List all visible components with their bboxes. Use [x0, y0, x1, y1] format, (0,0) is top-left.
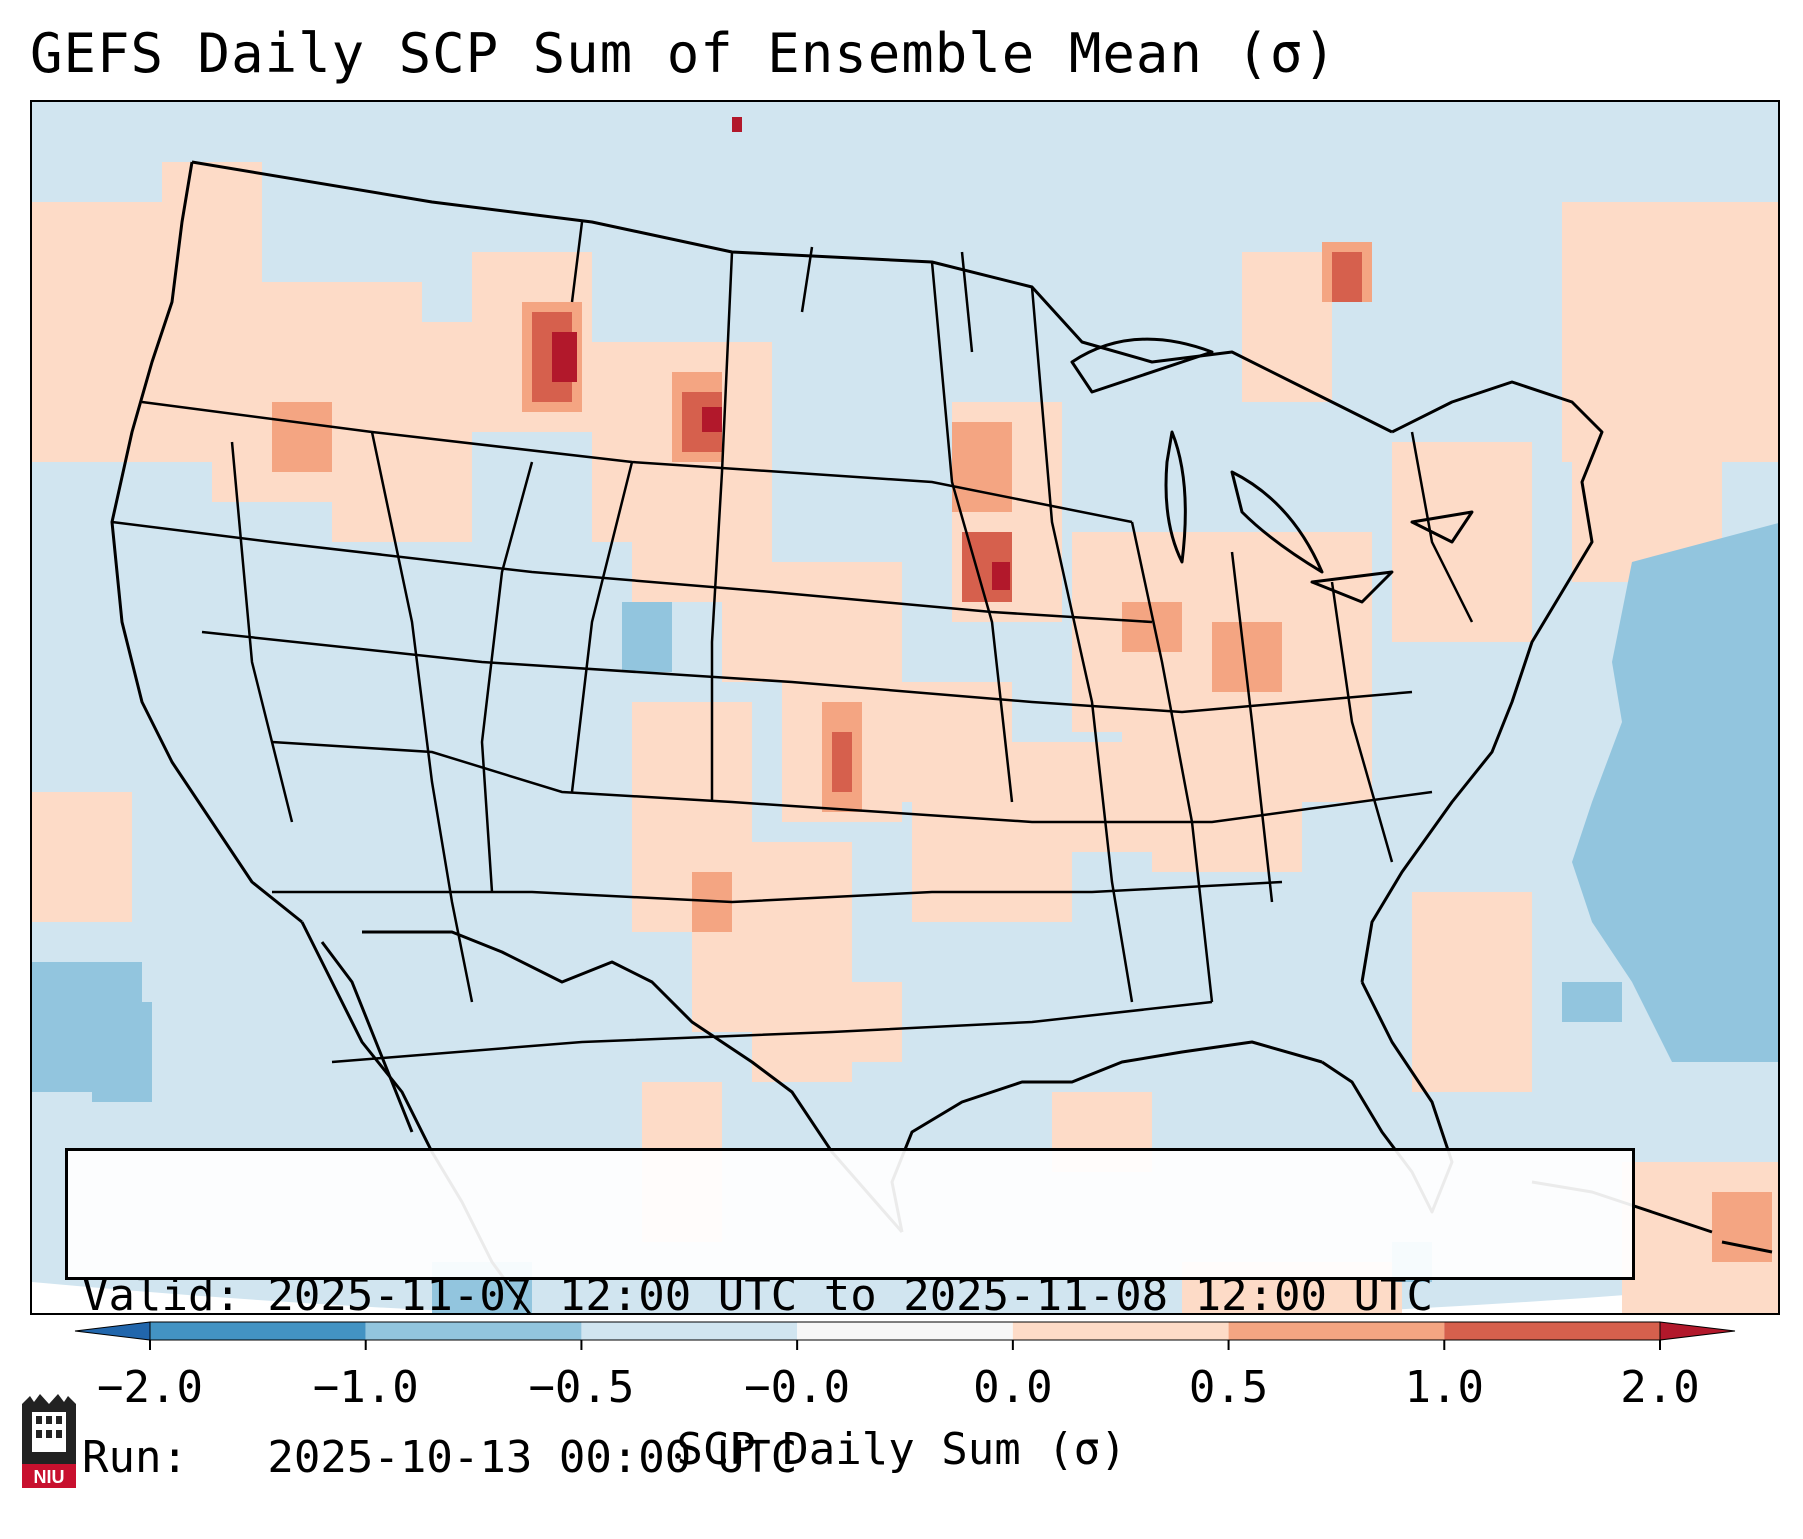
- lake-michigan: [1164, 430, 1187, 564]
- east-coast: [1360, 380, 1604, 983]
- page-title: GEFS Daily SCP Sum of Ensemble Mean (σ): [30, 22, 1337, 85]
- positive-extreme-patches: [552, 117, 1010, 590]
- map-panel: [30, 100, 1780, 1315]
- projection-edge: [32, 1282, 1778, 1313]
- lake-erie: [1310, 570, 1394, 604]
- west-coast: [110, 161, 303, 924]
- valid-time-line: Valid: 2025-11-07 12:00 UTC to 2025-11-0…: [82, 1270, 1434, 1321]
- colorbar-extend-high: [1659, 1321, 1736, 1341]
- lake-ontario: [1410, 510, 1474, 544]
- info-box: Valid: 2025-11-07 12:00 UTC to 2025-11-0…: [65, 1148, 1635, 1483]
- colorbar-tick-label: −2.0: [97, 1362, 203, 1413]
- colorbar-tick-label: 2.0: [1620, 1362, 1700, 1413]
- lake-superior: [1070, 337, 1214, 394]
- colorbar-tick-label: 0.0: [973, 1362, 1053, 1413]
- hispaniola: [1721, 1240, 1773, 1254]
- colorbar-tick-label: −0.5: [528, 1362, 635, 1413]
- colorbar-label: SCP Daily Sum (σ): [676, 1424, 1127, 1475]
- colorbar-tick-label: 0.5: [1188, 1362, 1269, 1413]
- us-mexico-border: [362, 930, 904, 1233]
- state-borders: [111, 221, 1474, 1064]
- colorbar-tick-label: −0.0: [744, 1362, 851, 1413]
- colorbar-tick-label: 1.0: [1404, 1362, 1485, 1413]
- logo-text: NIU: [34, 1467, 65, 1487]
- negative-patches: [32, 523, 1778, 1313]
- niu-logo: NIU: [22, 1394, 76, 1488]
- colorbar-tick-label: −1.0: [312, 1362, 419, 1413]
- run-time-line: Run: 2025-10-13 00:00 UTC: [82, 1432, 798, 1483]
- lake-huron: [1230, 470, 1324, 574]
- positive-low-patches: [32, 162, 1778, 1313]
- baja: [320, 941, 414, 1133]
- map-canvas: [32, 102, 1778, 1313]
